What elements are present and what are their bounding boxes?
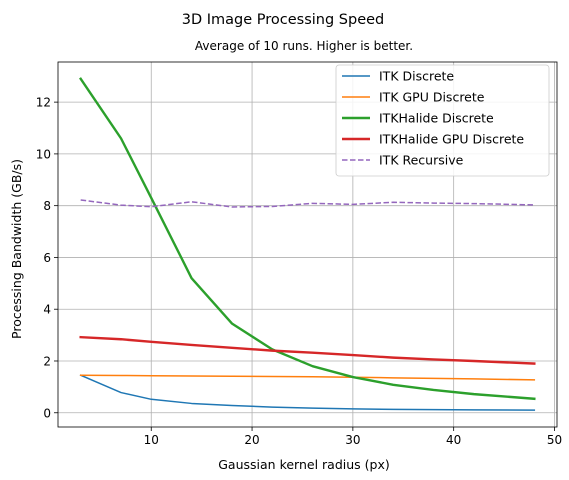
legend-label: ITKHalide GPU Discrete [379, 132, 524, 147]
y-tick-label: 10 [36, 147, 51, 161]
series-line-itkhalide-gpu-discrete [79, 335, 536, 365]
series-line-itk-recursive [80, 199, 535, 208]
plot-frame [57, 61, 558, 428]
axis-ticks: 10 20 30 40 50 0 2 4 6 8 10 12 [36, 96, 562, 447]
x-tick-label: 10 [144, 433, 159, 447]
legend: ITK Discrete ITK GPU Discrete ITKHalide Di… [335, 64, 550, 177]
chart-subtitle: Average of 10 runs. Higher is better. [195, 39, 413, 53]
legend-label: ITK Discrete [379, 69, 454, 84]
y-axis-label: Processing Bandwidth (GB/s) [9, 159, 24, 339]
y-tick-label: 6 [43, 251, 51, 265]
chart-title: 3D Image Processing Speed [182, 12, 385, 28]
x-tick-label: 30 [345, 433, 360, 447]
series-line-itkhalide-discrete [79, 77, 536, 401]
y-tick-label: 8 [43, 199, 51, 213]
series-lines [79, 77, 536, 411]
series-line-itk-gpu-discrete [79, 374, 536, 381]
y-tick-label: 4 [43, 303, 51, 317]
legend-label: ITK GPU Discrete [379, 90, 485, 105]
legend-box [335, 64, 550, 177]
y-tick-label: 0 [43, 406, 51, 420]
x-tick-label: 40 [446, 433, 461, 447]
x-tick-label: 50 [547, 433, 562, 447]
legend-label: ITKHalide Discrete [379, 111, 494, 126]
legend-label: ITK Recursive [379, 153, 464, 168]
y-tick-label: 2 [43, 354, 51, 368]
y-tick-label: 12 [36, 96, 51, 110]
x-axis-label: Gaussian kernel radius (px) [218, 457, 389, 472]
x-tick-label: 20 [244, 433, 259, 447]
series-line-itk-discrete [79, 374, 536, 411]
